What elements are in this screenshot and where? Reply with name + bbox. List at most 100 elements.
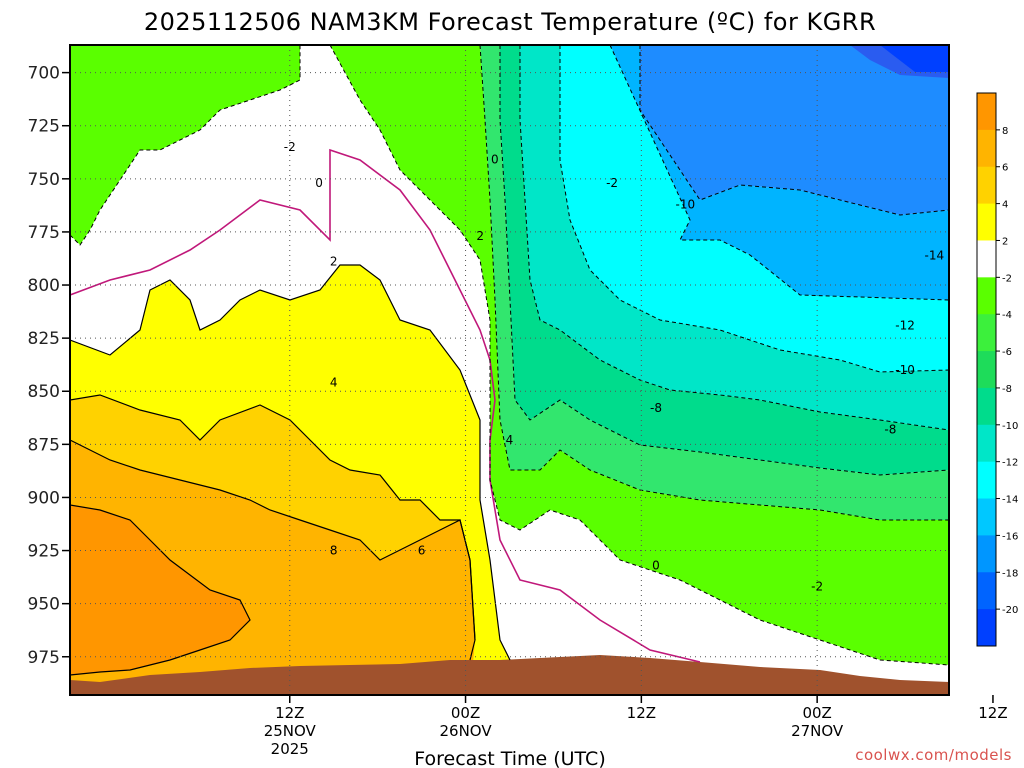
contour-label: -14 [925,248,945,262]
contour-label: 0 [315,176,323,190]
contour-label: 0 [491,153,499,167]
y-axis: 700 725 750 775 800 825 850 875 900 925 950 975 [28,64,70,668]
colorbar-label: -16 [1002,531,1018,542]
contour-label: -2 [606,176,618,190]
contour-line [70,504,251,676]
contour-line [499,45,949,476]
region-teal [520,45,949,430]
colorbar-label: -2 [1002,273,1012,284]
colorbar-label: 8 [1002,126,1008,137]
y-tick-label: 975 [28,648,60,668]
contour-line [609,45,949,301]
colorbar-swatch [977,314,996,352]
region-orange [70,505,250,675]
colorbar-swatch [977,535,996,573]
region-green-mid [500,45,949,475]
contour-label: -12 [895,318,915,332]
region-light-blue [610,45,949,300]
contour-label: -8 [650,401,662,415]
colorbar-swatch [977,93,996,131]
contour-label: 2 [330,255,338,269]
colorbar-swatch [977,129,996,168]
zero-degree-contour [70,148,701,663]
colorbar-label: -14 [1002,495,1018,506]
colorbar-swatch [977,351,996,389]
plot-frame [69,44,950,696]
credit-text: coolwx.com/models [855,746,1012,764]
x-tick-year: 2025 [271,740,309,758]
y-tick-label: 800 [28,276,60,296]
colorbar: 8 6 4 2 -2 -4 -6 -8 -10 -12 -14 -16 -18 -20 [976,92,1018,647]
colorbar-swatch [977,498,996,536]
contour-label: -10 [895,363,915,377]
region-white-zero [70,45,949,695]
x-tick-label: 00Z [451,704,480,722]
contour-labels: -2 0 2 4 8 6 0 2 4 -2 -10 -8 0 -2 -14 -12 -10 -8 [284,140,944,594]
contour-line [639,45,949,216]
colorbar-label: -10 [1002,421,1018,432]
colorbar-swatch [977,166,996,205]
x-tick-label: 12Z [275,704,304,722]
y-tick-label: 925 [28,542,60,562]
contour-label: -8 [884,422,896,436]
contour-label: -10 [675,197,695,211]
contour-label: 0 [652,558,660,572]
y-tick-label: 775 [28,223,60,243]
contour-line [479,45,949,521]
contour-line [519,45,949,431]
colorbar-frame [976,92,997,647]
x-tick-date: 25NOV [264,722,317,740]
y-tick-label: 825 [28,329,60,349]
contour-line [329,45,949,666]
colorbar-label: -4 [1002,310,1012,321]
colorbar-swatch [977,240,996,278]
colorbar-swatch [977,387,996,426]
y-tick-label: 750 [28,170,60,190]
colorbar-label: -12 [1002,458,1018,469]
y-tick-label: 850 [28,382,60,402]
contour-line [70,394,476,641]
colorbar-label: -18 [1002,568,1018,579]
colorbar-swatch [977,203,996,241]
contour-line [559,45,949,373]
colorbar-label: -8 [1002,384,1012,395]
colorbar-swatch [977,609,996,647]
colorbar-swatch [977,572,996,610]
region-deep-blue [880,45,949,72]
y-tick-label: 900 [28,488,60,508]
colorbar-label: 4 [1002,200,1008,211]
colorbar-label: 2 [1002,236,1008,247]
contour-label: -2 [284,140,296,154]
colorbar-swatch [977,461,996,500]
colorbar-label: -20 [1002,605,1018,616]
plot-area: -2 0 2 4 8 6 0 2 4 -2 -10 -8 0 -2 -14 -12 -10 -8 [70,45,949,695]
colorbar-swatch [977,277,996,315]
y-tick-label: 950 [28,595,60,615]
contour-line [70,264,511,661]
x-tick-date: 26NOV [439,722,492,740]
contour-label: 8 [330,544,338,558]
contour-line [70,45,301,246]
y-tick-label: 875 [28,435,60,455]
region-cyan [560,45,949,372]
contour-label: 6 [418,544,426,558]
colorbar-swatch [977,424,996,463]
contour-label: 4 [506,433,514,447]
chart-title: 2025112506 NAM3KM Forecast Temperature (… [144,8,876,36]
region-blue-cold [640,45,949,215]
contour-label: 4 [330,376,338,390]
colorbar-label: -6 [1002,347,1012,358]
y-tick-label: 700 [28,64,60,84]
colorbar-label: 6 [1002,163,1008,174]
grid [70,45,949,695]
x-tick-date: 27NOV [791,722,844,740]
y-tick-label: 725 [28,117,60,137]
x-tick-label: 12Z [627,704,656,722]
x-tick-label: 12Z [978,704,1007,722]
x-axis-label: Forecast Time (UTC) [414,748,605,768]
x-tick-label: 00Z [802,704,831,722]
contour-label: -2 [811,580,823,594]
region-lime [70,45,949,665]
